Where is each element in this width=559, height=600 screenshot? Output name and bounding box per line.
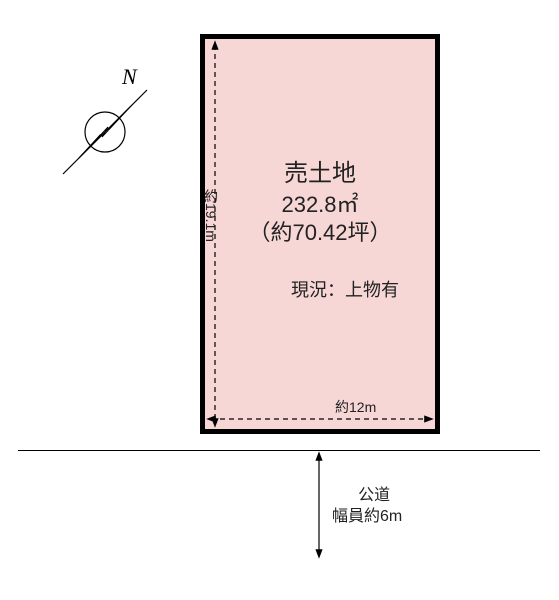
road-width-arrow	[309, 450, 329, 560]
width-dimension-label: 約12m	[335, 397, 376, 417]
plot-area-tsubo: （約70.42坪）	[205, 219, 435, 248]
plot-status: 現況：上物有	[205, 276, 435, 302]
road-type-label: 公道	[332, 486, 402, 507]
land-plot: 約19.1m 約12m 売土地 232.8㎡ （約70.42坪） 現況：上物有	[200, 34, 440, 434]
plot-area-m2: 232.8㎡	[205, 191, 435, 220]
plot-title: 売土地	[205, 157, 435, 191]
road-info: 公道 幅員約6m	[332, 486, 402, 528]
compass: N	[50, 70, 160, 180]
road-boundary-line	[18, 450, 540, 451]
road-width-label: 幅員約6m	[332, 507, 402, 528]
compass-svg	[50, 70, 160, 180]
plot-info: 売土地 232.8㎡ （約70.42坪） 現況：上物有	[205, 157, 435, 302]
compass-label: N	[122, 64, 137, 90]
